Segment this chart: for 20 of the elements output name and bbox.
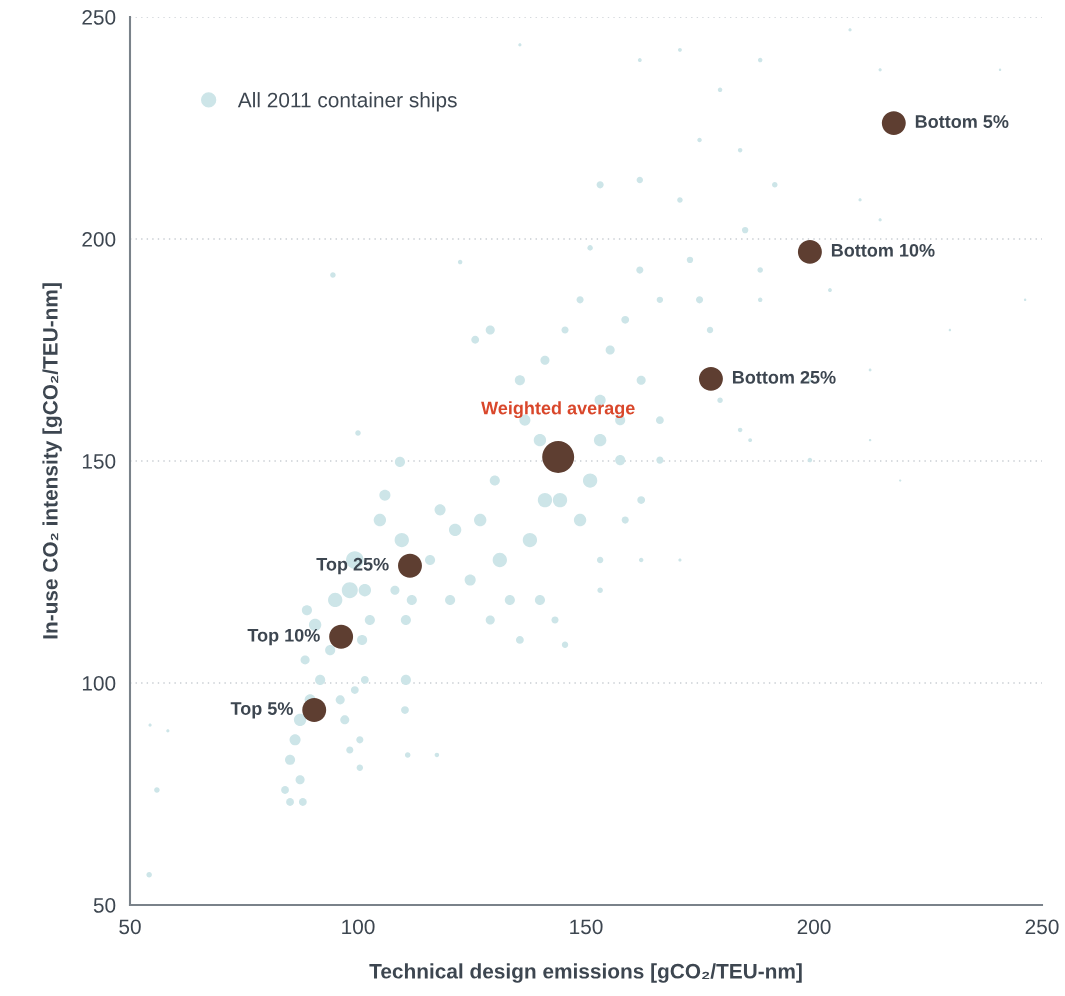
x-tick-label: 100 — [342, 919, 375, 935]
x-tick-label: 150 — [570, 919, 603, 935]
y-tick-label: 250 — [82, 10, 116, 25]
annotation: Bottom 10% — [831, 243, 935, 257]
annotation: Bottom 5% — [915, 115, 1009, 128]
x-tick-label: 250 — [1025, 919, 1059, 935]
annotation: Top 10% — [247, 628, 320, 646]
y-tick-label: 50 — [93, 898, 116, 913]
x-tick-label: 200 — [797, 919, 831, 935]
x-axis-title: Technical design emissions [gCO₂/TEU-nm] — [369, 963, 802, 983]
y-tick-label: 200 — [82, 232, 116, 247]
legend-label: All 2011 container ships — [237, 92, 457, 112]
annotation: Top 25% — [316, 557, 389, 575]
annotation: Bottom 25% — [732, 370, 836, 384]
y-axis-title: In-use CO₂ intensity [gCO₂/TEU-nm] — [42, 283, 62, 639]
y-tick-label: 150 — [82, 454, 116, 469]
annotation: Weighted average — [481, 401, 635, 419]
x-tick-label: 50 — [119, 919, 141, 935]
y-tick-label: 100 — [82, 676, 116, 691]
annotation: Top 5% — [230, 702, 293, 719]
